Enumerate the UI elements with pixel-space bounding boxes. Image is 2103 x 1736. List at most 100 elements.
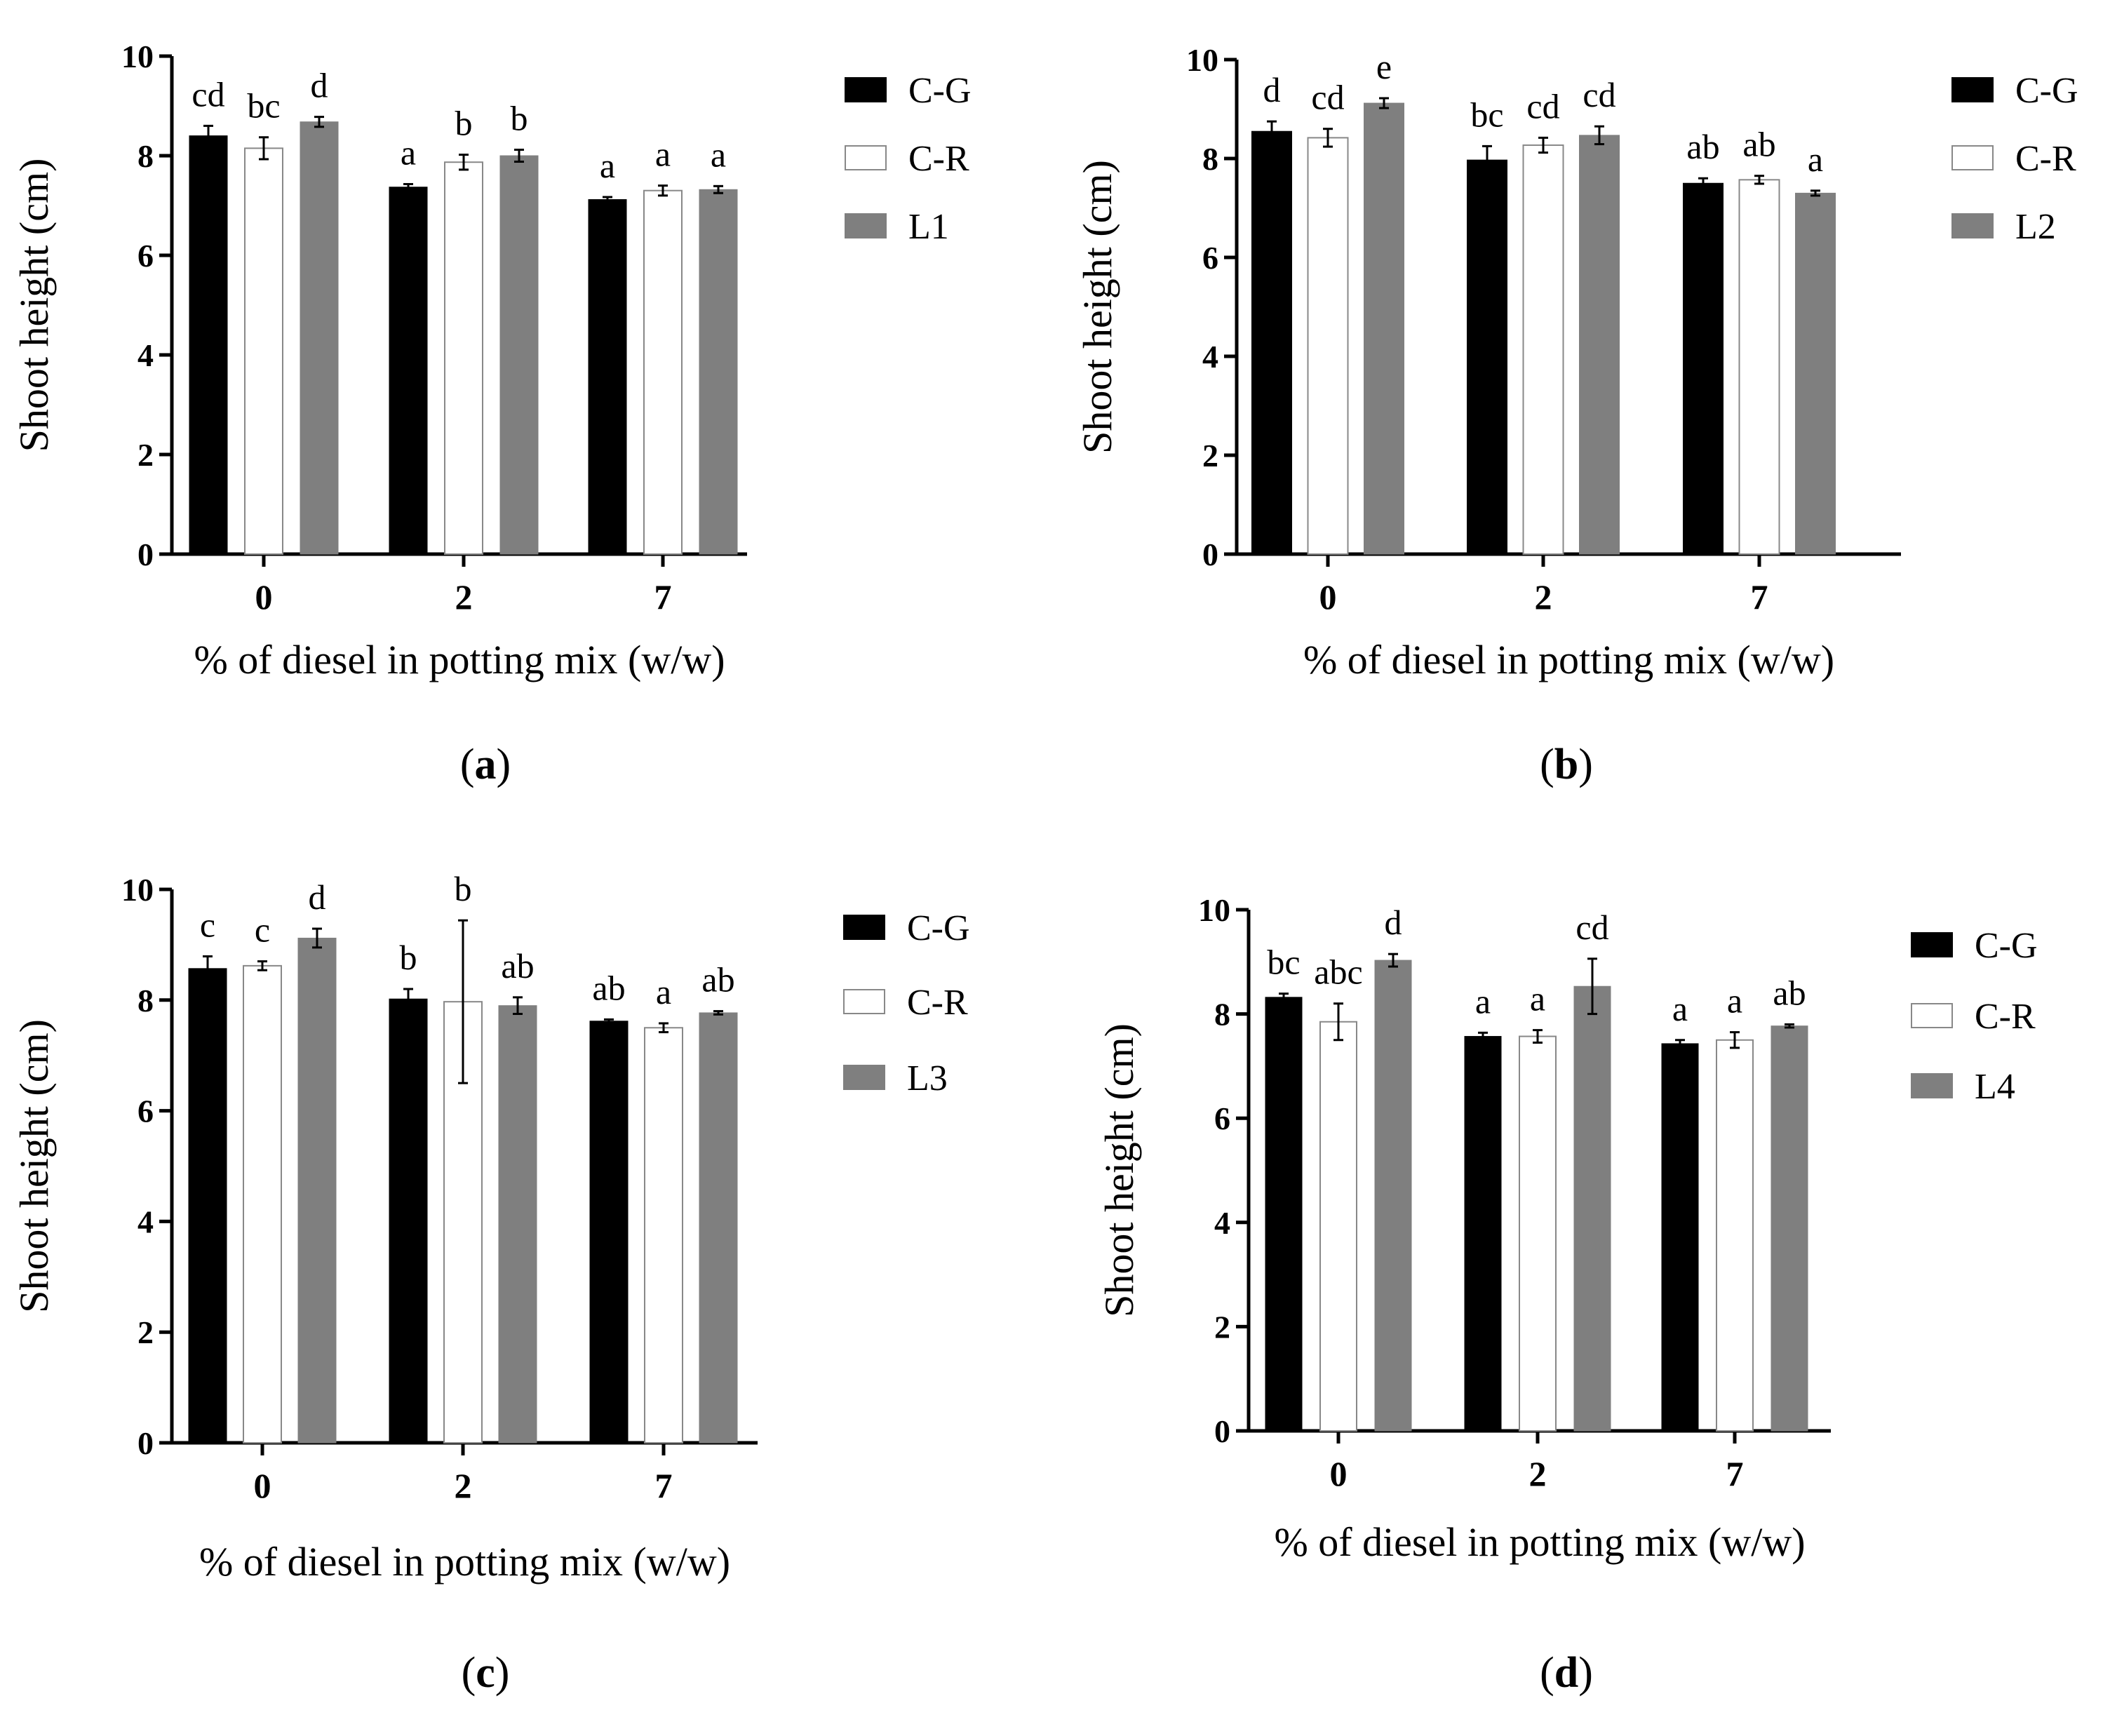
y-tick-label: 2 <box>1214 1309 1230 1345</box>
bar-c-r-2 <box>1522 144 1564 555</box>
bar-l1-2 <box>499 155 539 555</box>
legend-swatch-c-r <box>843 989 885 1014</box>
legend-swatch-l4 <box>1911 1073 1953 1098</box>
y-tick-label: 2 <box>1202 438 1218 473</box>
legend-label: L1 <box>908 207 949 247</box>
y-tick-label: 2 <box>137 437 154 473</box>
bar-c-r-7 <box>644 1027 683 1444</box>
bar-l2-0 <box>1364 102 1404 555</box>
y-tick-label: 0 <box>137 537 154 572</box>
significance-label: ab <box>1773 973 1806 1012</box>
significance-label: b <box>455 869 472 908</box>
y-tick-label: 4 <box>1202 339 1218 375</box>
legend-swatch-c-g <box>845 77 887 102</box>
significance-label: a <box>1530 979 1545 1018</box>
significance-label: c <box>255 910 270 950</box>
bar-l1-7 <box>699 189 738 555</box>
legend-label: C-R <box>907 983 968 1023</box>
y-tick-label: 10 <box>1198 892 1230 928</box>
bar-l3-0 <box>297 937 337 1444</box>
significance-label: a <box>1727 981 1742 1021</box>
bar-c-r-0 <box>244 147 283 556</box>
bar-c-r-0 <box>243 964 282 1444</box>
significance-label: bc <box>1267 943 1300 982</box>
significance-label: ab <box>701 960 734 1000</box>
legend-label: L4 <box>1975 1067 2015 1107</box>
legend-label: L2 <box>2015 207 2056 247</box>
x-tick-label: 7 <box>654 577 672 617</box>
significance-label: ab <box>1742 125 1775 164</box>
y-tick-label: 8 <box>137 138 154 174</box>
bar-c-g-7 <box>588 199 627 555</box>
y-tick-label: 4 <box>137 337 154 373</box>
significance-label: d <box>311 66 328 105</box>
y-axis-title: Shoot height (cm) <box>11 159 57 452</box>
significance-label: b <box>455 104 473 143</box>
bar-l2-2 <box>1579 135 1620 555</box>
bar-c-r-0 <box>1319 1021 1357 1432</box>
y-tick-label: 6 <box>1202 240 1218 276</box>
bar-c-r-7 <box>643 189 683 555</box>
significance-label: abc <box>1314 953 1362 992</box>
y-tick-label: 0 <box>1202 537 1218 572</box>
significance-label: a <box>1672 989 1688 1028</box>
x-tick-label: 0 <box>254 1466 271 1505</box>
significance-label: a <box>1475 981 1491 1021</box>
significance-label: a <box>1808 140 1823 179</box>
y-tick-label: 8 <box>137 983 154 1018</box>
bar-c-g-0 <box>1251 130 1292 555</box>
bar-c-r-7 <box>1738 179 1780 555</box>
legend-swatch-c-r <box>1911 1003 1953 1028</box>
legend-label: C-G <box>2015 71 2078 111</box>
legend-swatch-c-g <box>1951 77 1994 102</box>
x-axis-title: % of diesel in potting mix (w/w) <box>194 637 725 682</box>
bar-l3-2 <box>498 1005 537 1444</box>
legend-label: L3 <box>907 1058 948 1098</box>
panel-label: (a) <box>460 741 511 788</box>
y-tick-label: 10 <box>121 39 154 74</box>
significance-label: cd <box>1311 78 1344 117</box>
y-tick-label: 6 <box>1214 1101 1230 1136</box>
significance-label: d <box>1263 70 1281 109</box>
legend-swatch-c-g <box>1911 932 1953 957</box>
significance-label: ab <box>1686 127 1719 166</box>
legend-label: C-G <box>1975 926 2038 966</box>
significance-label: c <box>200 905 215 944</box>
legend-swatch-l1 <box>845 213 887 238</box>
y-tick-label: 10 <box>121 872 154 908</box>
significance-label: a <box>711 135 726 174</box>
significance-label: bc <box>1470 95 1503 134</box>
legend-label: C-R <box>2015 139 2076 179</box>
x-tick-label: 7 <box>1726 1454 1744 1493</box>
significance-label: d <box>309 877 326 917</box>
bar-l4-7 <box>1771 1025 1808 1432</box>
x-tick-label: 7 <box>1751 577 1768 617</box>
x-tick-label: 2 <box>455 1466 472 1505</box>
bar-c-r-7 <box>1716 1039 1754 1432</box>
bar-c-g-2 <box>389 187 428 555</box>
y-tick-label: 0 <box>1214 1413 1230 1449</box>
y-axis-title: Shoot height (cm) <box>1096 1023 1142 1317</box>
bar-c-g-7 <box>1661 1043 1699 1432</box>
bar-c-r-0 <box>1307 137 1349 555</box>
significance-label: cd <box>1526 86 1559 126</box>
significance-label: bc <box>247 86 280 126</box>
x-axis-title: % of diesel in potting mix (w/w) <box>1303 637 1834 682</box>
bar-c-g-7 <box>589 1021 629 1444</box>
bar-l4-2 <box>1573 985 1611 1432</box>
bar-c-g-2 <box>1464 1036 1502 1432</box>
y-axis-title: Shoot height (cm) <box>1075 160 1120 454</box>
significance-label: a <box>656 972 671 1011</box>
y-tick-label: 6 <box>137 1094 154 1129</box>
significance-label: cd <box>1583 75 1615 114</box>
legend-swatch-c-r <box>845 145 887 170</box>
significance-label: a <box>600 146 615 185</box>
x-tick-label: 2 <box>1535 577 1552 617</box>
y-tick-label: 0 <box>137 1425 154 1461</box>
bar-l4-0 <box>1374 960 1412 1432</box>
bar-c-g-0 <box>1265 997 1303 1432</box>
significance-label: e <box>1376 47 1392 86</box>
